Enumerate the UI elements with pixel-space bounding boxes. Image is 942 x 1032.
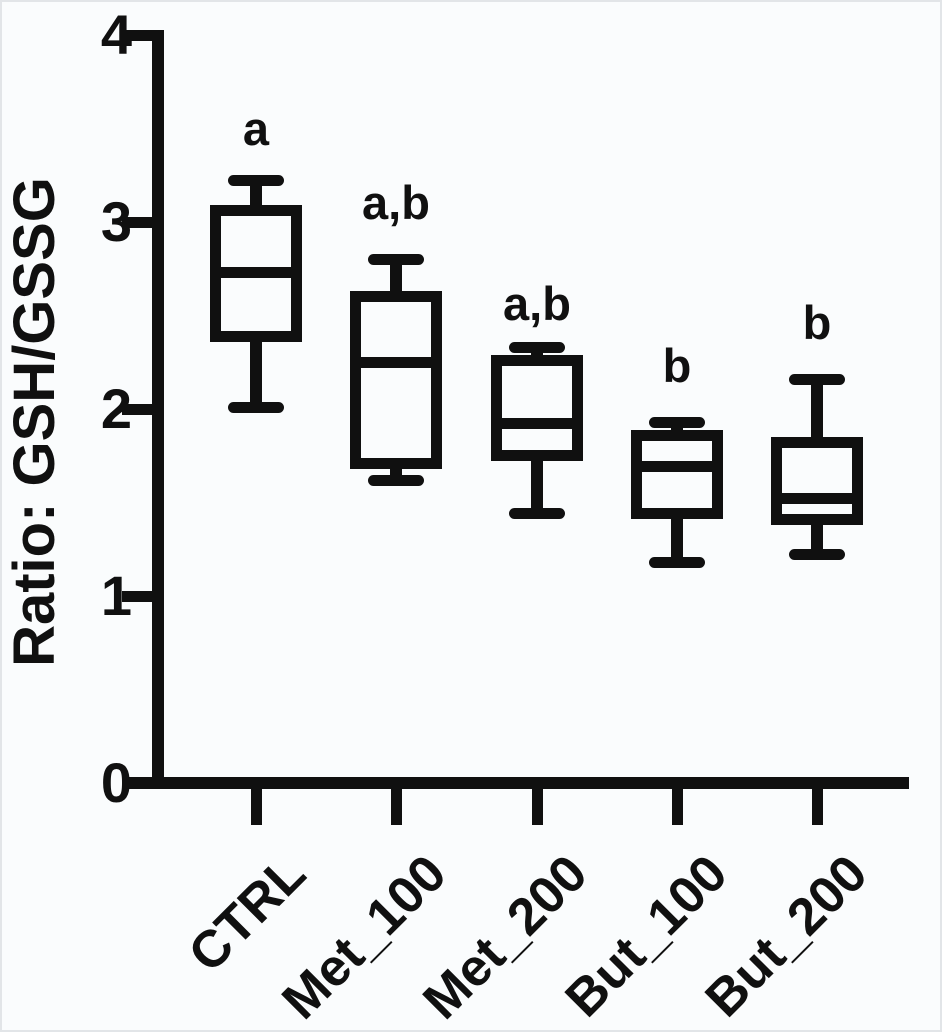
box-bottom-cap — [228, 401, 284, 413]
box-lower-whisker — [811, 519, 823, 555]
box-bottom-cap — [649, 556, 705, 568]
x-axis-line — [122, 777, 909, 789]
box-bottom-cap — [509, 508, 565, 520]
box-top-cap — [509, 341, 565, 353]
y-tick-label: 4 — [100, 3, 132, 66]
box-median — [491, 418, 583, 430]
box-top-cap — [228, 175, 284, 187]
box-rect — [491, 354, 583, 462]
y-tick-label: 0 — [100, 751, 132, 814]
box-lower-whisker — [531, 455, 543, 514]
sig-label: a,b — [503, 277, 571, 331]
box-bottom-cap — [368, 474, 424, 486]
x-tick — [811, 783, 823, 825]
box-top-cap — [789, 373, 845, 385]
box-median — [350, 356, 442, 368]
y-tick-label: 1 — [100, 564, 132, 627]
x-tick — [531, 783, 543, 825]
box-rect — [350, 291, 442, 469]
box-top-cap — [649, 416, 705, 428]
sig-label: b — [802, 295, 832, 349]
box-upper-whisker — [390, 259, 402, 297]
x-tick — [671, 783, 683, 825]
box-median — [210, 266, 302, 278]
box-median — [631, 461, 723, 473]
sig-label: a — [242, 101, 270, 155]
y-tick-label: 3 — [100, 190, 132, 253]
sig-label: a,b — [362, 176, 430, 230]
y-tick-label: 2 — [100, 377, 132, 440]
sig-label: b — [662, 338, 692, 392]
x-tick — [250, 783, 262, 825]
y-tick — [122, 29, 158, 41]
box-lower-whisker — [250, 336, 262, 408]
box-upper-whisker — [250, 180, 262, 211]
box-rect — [631, 429, 723, 520]
box-bottom-cap — [789, 549, 845, 561]
box-rect — [771, 437, 863, 525]
x-tick — [390, 783, 402, 825]
y-tick — [122, 590, 158, 602]
y-tick — [122, 403, 158, 415]
box-lower-whisker — [671, 513, 683, 563]
box-median — [771, 493, 863, 505]
y-tick — [122, 216, 158, 228]
box-upper-whisker — [811, 379, 823, 443]
x-axis-label: CTRL — [178, 844, 318, 984]
box-top-cap — [368, 253, 424, 265]
